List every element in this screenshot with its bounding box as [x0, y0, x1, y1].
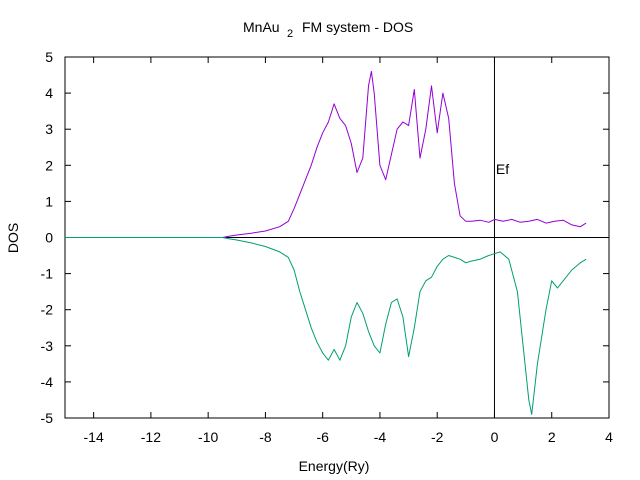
y-tick-label: 1	[45, 193, 53, 209]
y-tick-label: 2	[45, 157, 53, 173]
x-axis-label: Energy(Ry)	[299, 458, 370, 474]
x-axis-ticks: -14 -12 -10 -8 -6 -4 -2 0 2 4	[84, 57, 613, 445]
fermi-annotation: Ef	[496, 161, 509, 177]
x-tick-label: -10	[198, 429, 218, 445]
x-tick-label: -8	[259, 429, 272, 445]
x-tick-label: -12	[141, 429, 161, 445]
y-tick-label: -2	[41, 302, 54, 318]
y-tick-label: 3	[45, 121, 53, 137]
x-tick-label: -4	[374, 429, 387, 445]
y-axis-label: DOS	[5, 223, 21, 253]
y-axis-ticks: -5 -4 -3 -2 -1 0 1 2 3 4 5	[41, 49, 609, 426]
chart-title: MnAu 2 FM system - DOS	[243, 19, 413, 40]
chart-title-main: MnAu	[243, 19, 280, 35]
y-tick-label: -4	[41, 374, 54, 390]
series-line-2	[65, 237, 587, 415]
x-tick-label: -2	[431, 429, 444, 445]
x-tick-label: -6	[316, 429, 329, 445]
x-tick-label: 2	[548, 429, 556, 445]
x-tick-label: -14	[84, 429, 104, 445]
series-group	[65, 70, 587, 415]
y-tick-label: 5	[45, 49, 53, 65]
series-line-1	[65, 70, 587, 238]
y-tick-label: -3	[41, 338, 54, 354]
y-tick-label: -5	[41, 410, 54, 426]
annotations: Ef	[496, 161, 509, 177]
y-tick-label: -1	[41, 266, 54, 282]
y-tick-label: 4	[45, 85, 53, 101]
y-tick-label: 0	[45, 230, 53, 246]
x-tick-label: 0	[491, 429, 499, 445]
chart-title-suffix: FM system - DOS	[302, 19, 413, 35]
x-tick-label: 4	[605, 429, 613, 445]
chart-title-subscript: 2	[287, 28, 293, 40]
